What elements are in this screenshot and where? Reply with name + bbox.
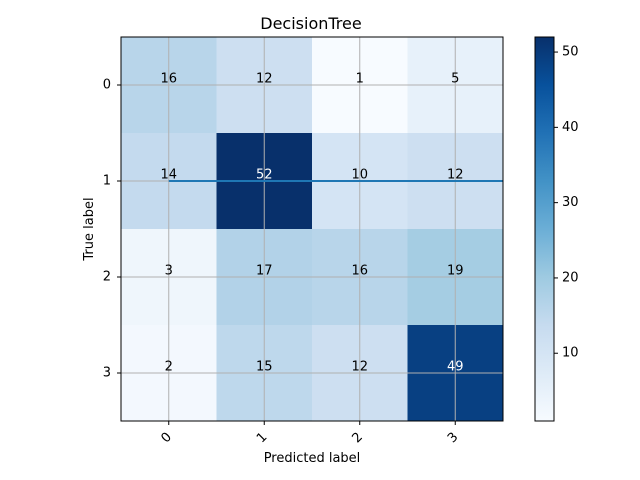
y-tick-label: 3 [103, 366, 111, 381]
cell-value-label: 14 [160, 168, 177, 183]
colorbar-tick-label: 20 [562, 270, 579, 285]
colorbar-ticks: 10 20 30 40 50 [554, 45, 579, 361]
cell-value-labels: 16 12 1 514 52 10 123 17 16 192 15 12 49 [160, 72, 463, 375]
cell-value-label: 15 [256, 360, 273, 375]
y-axis-label: True label [82, 197, 97, 261]
y-axis-ticks: 0 1 2 3 [103, 78, 121, 381]
y-tick-label: 0 [103, 78, 111, 93]
cell-value-label: 52 [256, 168, 273, 183]
x-axis-label: Predicted label [264, 451, 361, 466]
colorbar-tick-label: 50 [562, 45, 579, 60]
cell-value-label: 17 [256, 264, 273, 279]
y-tick-label: 1 [103, 174, 111, 189]
cell-value-label: 10 [351, 168, 368, 183]
cell-value-label: 3 [165, 264, 173, 279]
x-tick-label: 3 [445, 430, 461, 446]
x-tick-label: 1 [254, 430, 270, 446]
colorbar-tick-label: 30 [562, 195, 579, 210]
cell-value-label: 12 [256, 72, 273, 87]
cell-value-label: 19 [447, 264, 464, 279]
colorbar-gradient [534, 36, 555, 422]
colorbar-tick-label: 40 [562, 120, 579, 135]
y-tick-label: 2 [103, 270, 111, 285]
colorbar-tick-label: 10 [562, 346, 579, 361]
chart-title: DecisionTree [260, 14, 361, 33]
cell-value-label: 1 [356, 72, 364, 87]
cell-value-label: 2 [165, 360, 173, 375]
cell-value-label: 16 [351, 264, 368, 279]
x-tick-label: 2 [350, 430, 366, 446]
cell-value-label: 12 [351, 360, 368, 375]
cell-value-label: 49 [447, 360, 464, 375]
x-axis-ticks: 0 1 2 3 [159, 421, 461, 446]
plot-frame [120, 36, 504, 422]
cell-value-label: 5 [451, 72, 459, 87]
cell-value-label: 16 [160, 72, 177, 87]
cell-value-label: 12 [447, 168, 464, 183]
colorbar: 10 20 30 40 50 [534, 36, 579, 422]
x-tick-label: 0 [159, 430, 175, 446]
